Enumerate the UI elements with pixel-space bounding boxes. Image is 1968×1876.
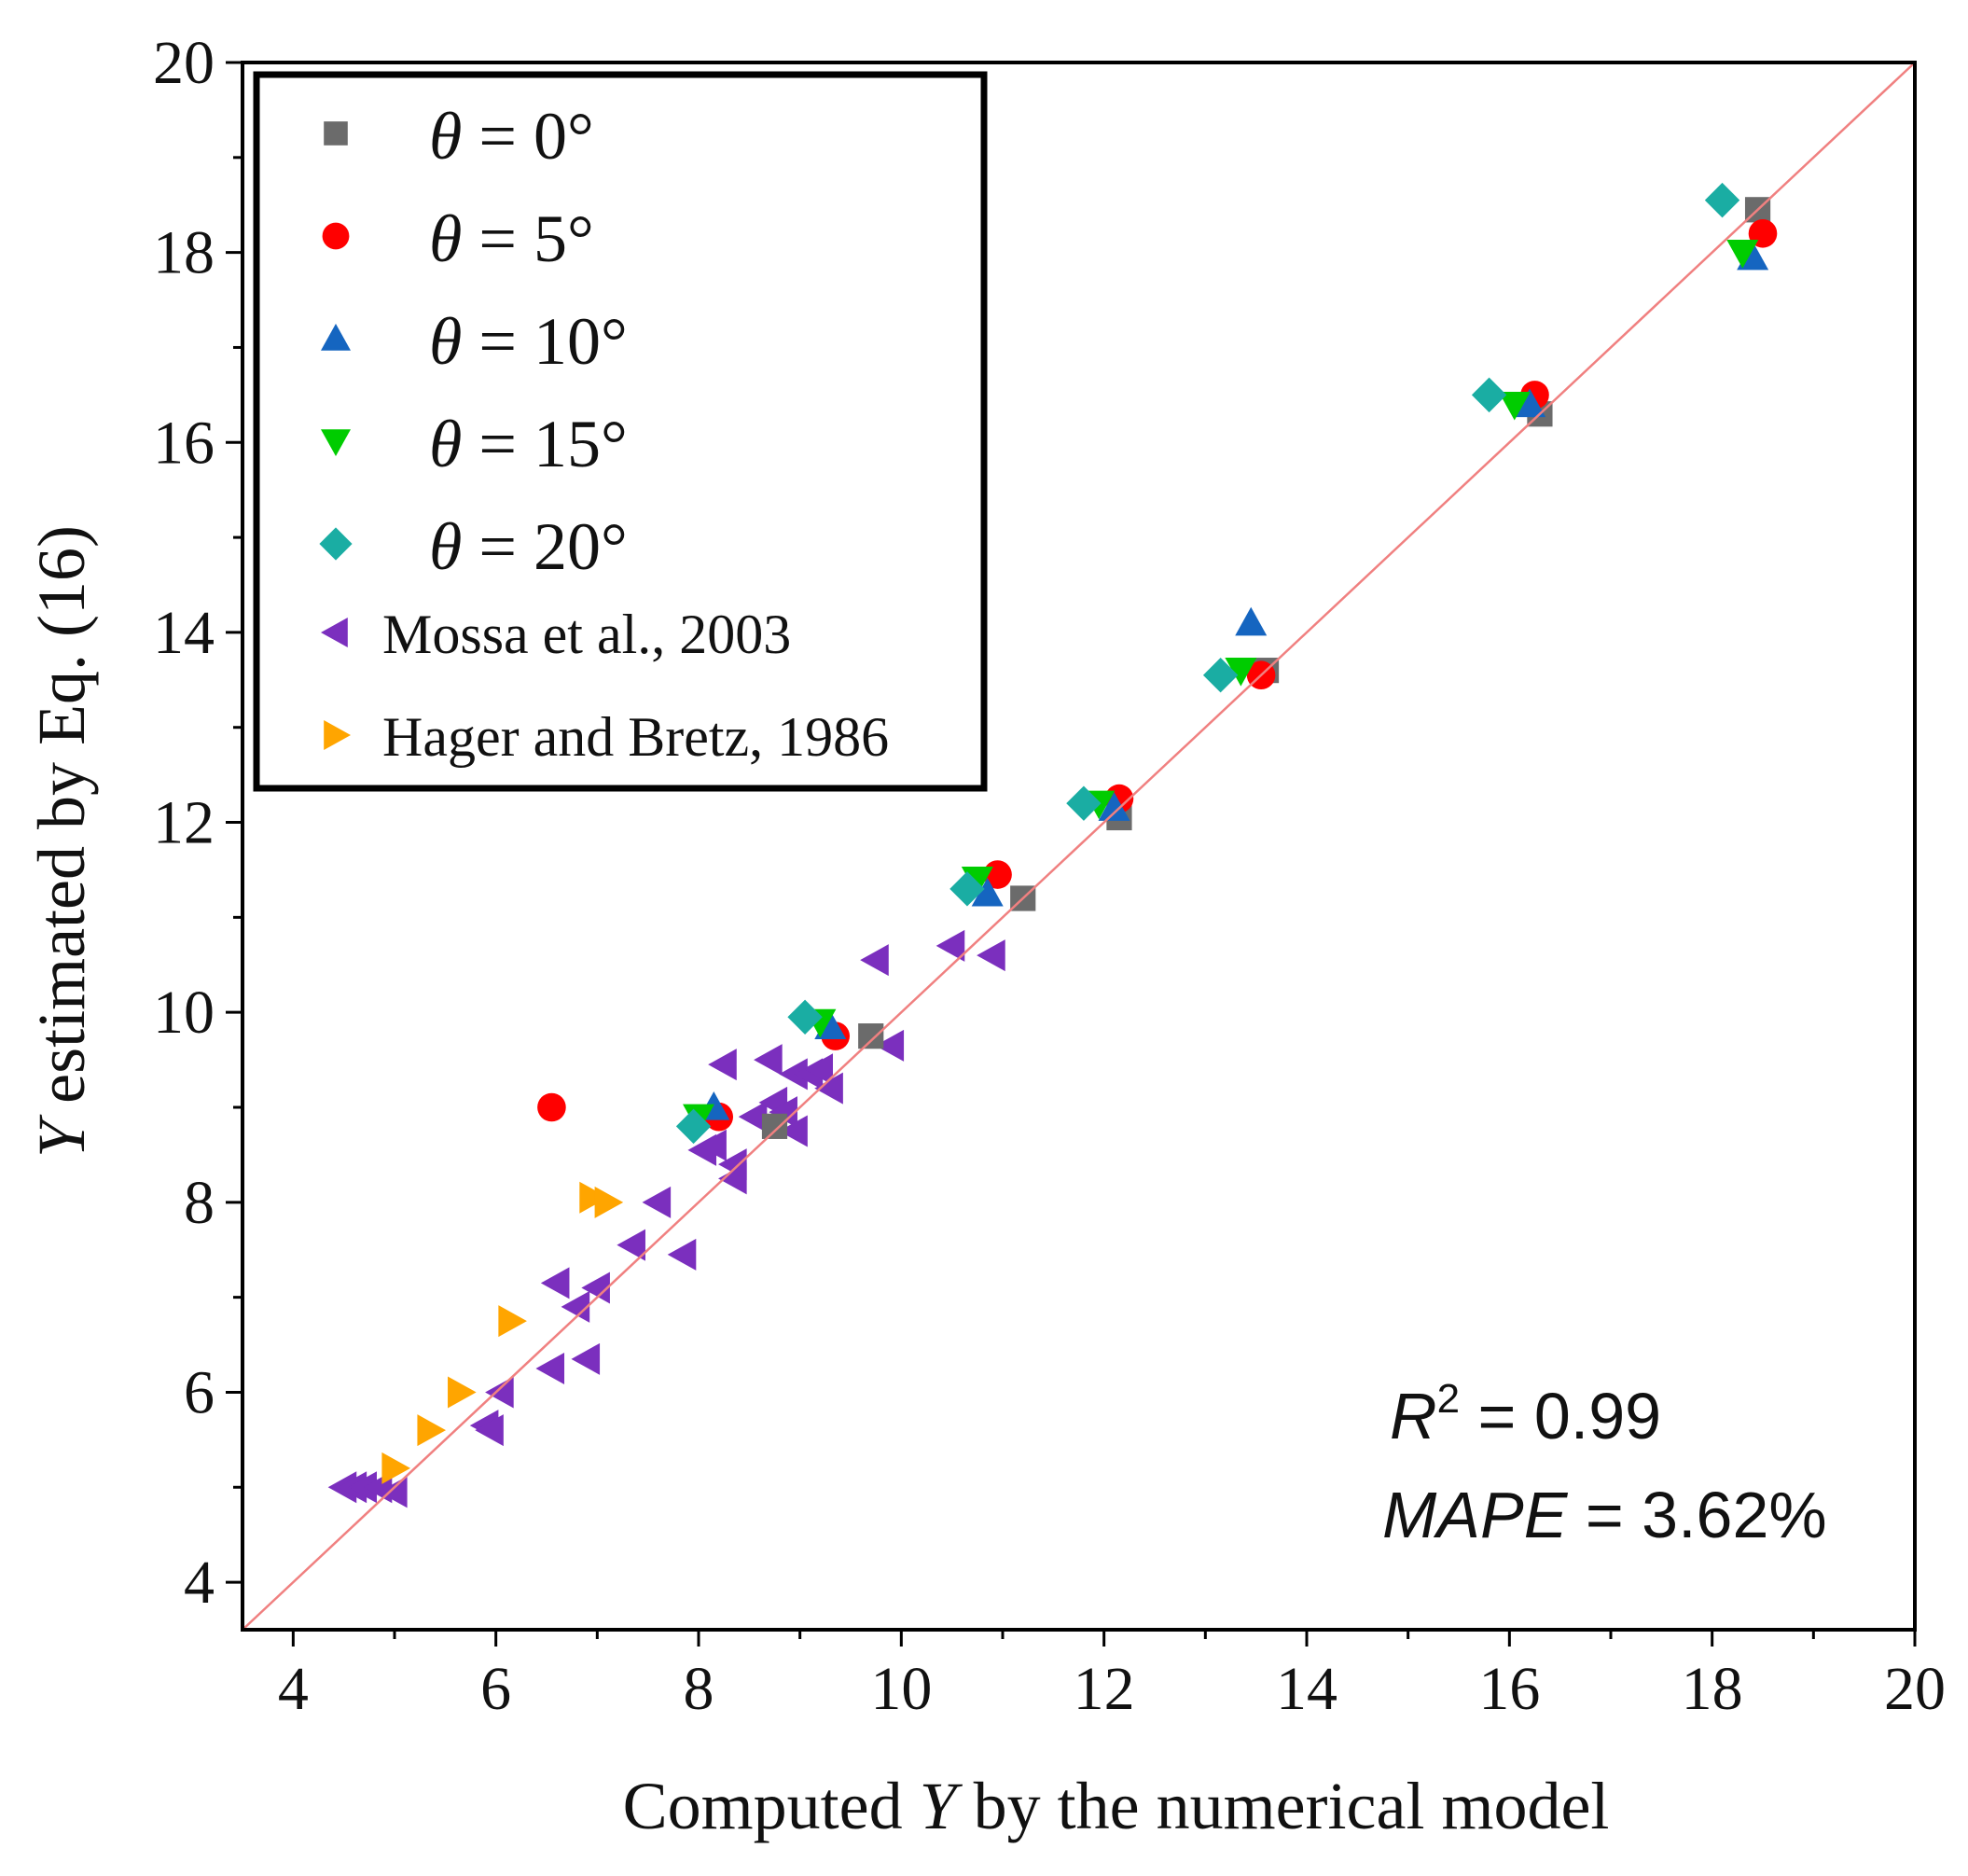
data-point [779,1115,808,1147]
y-tick-label: 10 [153,979,215,1047]
y-axis-title: Y estimated by Eq. (16) [24,525,99,1158]
data-point [718,1148,747,1181]
legend-label: θ = 10° [429,304,628,379]
x-tick-label: 6 [480,1655,511,1723]
y-tick-label: 14 [153,599,215,667]
data-point [581,1272,610,1304]
legend-label: θ = 15° [429,407,628,481]
mape-label: MAPE = 3.62% [1382,1479,1827,1551]
axis-ticks [226,61,1917,1647]
data-point [1471,377,1507,413]
data-point [875,1029,905,1062]
r-squared-label: R2 = 0.99 [1390,1376,1661,1452]
x-tick-label: 8 [684,1655,714,1723]
data-point [667,1238,697,1271]
data-point [1704,182,1740,218]
data-point [417,1414,447,1447]
legend-marker [319,527,353,561]
data-point [642,1186,672,1218]
data-points [327,182,1778,1508]
data-point [935,929,965,962]
data-point [977,939,1005,972]
y-tick-label: 6 [184,1358,215,1426]
data-point [617,1229,645,1261]
data-point [448,1376,477,1409]
data-point [949,871,985,907]
legend-label: θ = 5° [429,201,594,276]
x-tick-label: 12 [1074,1655,1135,1723]
data-point [1098,792,1130,821]
x-tick-label: 4 [278,1655,309,1723]
legend-box [253,71,988,792]
data-point [787,999,823,1035]
data-point [537,1092,566,1122]
data-point [485,1376,514,1409]
data-point [761,1113,788,1139]
data-point [769,1096,797,1129]
data-point [698,1129,727,1161]
data-point [498,1305,527,1338]
x-axis-title: Computed Y by the numerical model [623,1769,1610,1843]
y-tick-label: 16 [153,409,215,477]
data-point [348,1471,377,1504]
data-point [535,1353,565,1384]
legend-marker [324,720,351,750]
x-tick-label: 20 [1884,1655,1946,1723]
legend: θ = 0° θ = 5° θ = 10° θ = 15° θ = 20° Mossa e… [253,71,988,792]
x-tick-label: 16 [1478,1655,1540,1723]
data-point [814,1072,843,1105]
series-5 [327,929,1005,1508]
legend-label: θ = 0° [429,99,594,174]
legend-marker [321,429,351,456]
legend-marker [321,618,348,647]
data-point [1498,391,1531,421]
y-tick-label: 12 [153,789,215,857]
legend-marker [324,121,348,146]
series-4 [675,182,1740,1145]
data-point [1225,658,1257,687]
legend-label: θ = 20° [429,509,628,584]
data-point [779,1058,808,1091]
y-tick-label: 18 [153,219,215,287]
data-point [1514,388,1546,418]
x-tick-label: 18 [1682,1655,1743,1723]
data-point [1202,658,1239,693]
data-point [858,1023,884,1049]
plot-frame [241,61,1917,1632]
data-point [804,1053,833,1086]
data-point [860,944,889,977]
data-point [1066,785,1102,821]
x-tick-label: 10 [870,1655,932,1723]
data-point [738,1101,768,1133]
y-tick-label: 8 [184,1169,215,1237]
data-point [579,1181,608,1214]
legend-marker [321,324,351,351]
reference-line-y-equals-x [242,62,1916,1631]
data-point [571,1342,601,1375]
data-point [475,1414,504,1447]
data-point [754,1044,783,1077]
data-point [540,1267,570,1299]
data-point [971,877,1004,907]
data-point [561,1290,590,1323]
legend-label: Mossa et al., 2003 [382,604,791,665]
data-point [381,1452,410,1484]
data-point [379,1476,408,1508]
data-point [1235,606,1268,636]
data-point [1726,240,1759,269]
data-point [594,1186,624,1218]
y-tick-label: 4 [184,1549,215,1617]
legend-entries: θ = 0° θ = 5° θ = 10° θ = 15° θ = 20° Mossa e… [319,99,889,768]
series-6 [381,1181,624,1484]
y-tick-label: 20 [153,29,215,97]
legend-label: Hager and Bretz, 1986 [382,706,889,768]
fit-statistics: R2 = 0.99 MAPE = 3.62% [1382,1376,1827,1551]
legend-marker [322,222,350,250]
data-point [675,1108,712,1145]
data-point [708,1049,737,1081]
x-tick-label: 14 [1276,1655,1337,1723]
axis-tick-labels: 4 6 8 10 12 14 16 18 20 4 6 8 10 12 14 16 18 20 [153,29,1946,1723]
